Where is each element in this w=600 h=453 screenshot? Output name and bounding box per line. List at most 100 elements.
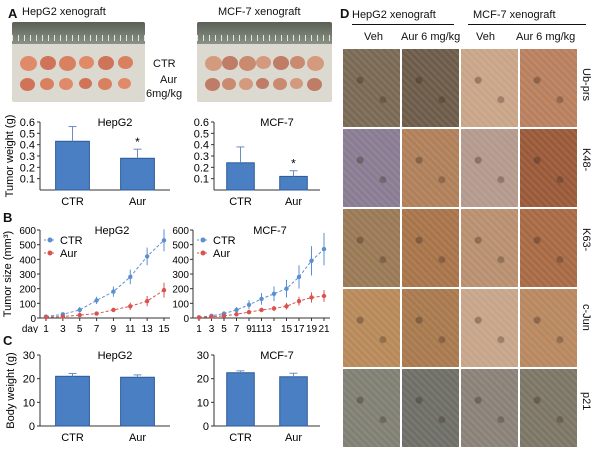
- data-point: [271, 291, 277, 296]
- photo-hepg2-title: HepG2 xenograft: [22, 6, 106, 18]
- ihc-tile: [342, 288, 401, 368]
- panel-b-letter: B: [3, 210, 13, 225]
- x-tick-label: 3: [209, 324, 215, 333]
- x-tick-label: 15: [281, 324, 293, 333]
- ihc-tile: [342, 368, 401, 448]
- data-point: [246, 309, 252, 315]
- legend-label: CTR: [213, 235, 236, 247]
- tumor-sample: [273, 56, 289, 70]
- col-label-2: Aur 6 mg/kg: [401, 31, 461, 43]
- y-tick-label: 20: [23, 374, 35, 386]
- y-tick-label: 400: [19, 255, 36, 266]
- ruler: [197, 22, 332, 44]
- ihc-tile: [519, 288, 578, 368]
- ihc-tile: [519, 368, 578, 448]
- group-hepg2-line: [352, 24, 454, 25]
- panel-d-letter: D: [340, 6, 350, 21]
- data-point: [221, 313, 227, 318]
- x-tick-label: CTR: [61, 432, 84, 444]
- x-tick-label: CTR: [229, 432, 252, 444]
- x-tick-label: 9: [111, 324, 117, 333]
- y-tick-label: 0.1: [20, 174, 35, 186]
- bar: [226, 372, 255, 427]
- x-tick-label: 17: [293, 324, 305, 333]
- y-tick-label: 200: [19, 285, 36, 296]
- y-tick-label: 600: [172, 226, 189, 237]
- bar: [55, 375, 90, 427]
- y-tick-label: 200: [172, 285, 189, 296]
- y-tick-label: 300: [19, 270, 36, 281]
- y-tick-label: 100: [19, 299, 36, 310]
- data-point: [209, 314, 214, 320]
- ihc-tile: [460, 128, 519, 208]
- ihc-tile: [460, 288, 519, 368]
- ihc-tile: [342, 208, 401, 288]
- bar: [279, 175, 308, 191]
- tumor-sample: [205, 56, 222, 71]
- tumor-sample: [307, 56, 324, 71]
- y-tick-label: 0.5: [20, 128, 35, 140]
- data-point: [144, 254, 150, 259]
- data-point: [271, 306, 277, 311]
- data-point: [111, 307, 116, 313]
- x-axis-prefix: day: [22, 324, 38, 333]
- y-tick-label: 0.5: [194, 128, 209, 140]
- hepg2-body-weight-chart: 0 10 20 30 HepG2 Body weight (g) CTR Aur: [5, 350, 170, 444]
- ihc-tile: [401, 208, 460, 288]
- y-tick-label: 100: [172, 299, 189, 310]
- row-label-dose: 6mg/kg: [146, 88, 183, 100]
- x-tick-label: 3: [60, 324, 66, 333]
- ihc-tile: [401, 288, 460, 368]
- tumor-sample: [239, 56, 256, 71]
- y-tick-label: 0.6: [20, 117, 35, 129]
- group-mcf7-line: [468, 24, 586, 25]
- legend-label: Aur: [213, 248, 230, 260]
- x-tick-label: 13: [142, 324, 154, 333]
- x-tick-label: 5: [221, 324, 227, 333]
- ihc-tile: [460, 368, 519, 448]
- y-tick-label: 0: [30, 314, 36, 325]
- y-axis-label: Body weight (g): [5, 352, 17, 428]
- panel-a-letter: A: [8, 6, 18, 21]
- series-line: [198, 295, 325, 319]
- ihc-tile: [519, 48, 578, 128]
- tumor-sample: [290, 56, 305, 69]
- y-tick-label: 0.3: [194, 151, 209, 163]
- x-tick-label: 7: [94, 324, 100, 333]
- data-point: [321, 293, 327, 299]
- row-label-k48: K48-: [580, 148, 592, 172]
- y-tick-label: 500: [19, 241, 36, 252]
- y-tick-label: 0: [203, 421, 209, 433]
- chart-title: MCF-7: [260, 117, 294, 129]
- row-label-cjun: c-Jun: [580, 304, 592, 331]
- tumor-sample: [78, 78, 92, 89]
- tumor-sample: [98, 78, 112, 90]
- col-label-4: Aur 6 mg/kg: [516, 31, 576, 43]
- data-point: [321, 246, 327, 252]
- chart-title: HepG2: [95, 225, 130, 237]
- y-tick-label: 0: [29, 421, 35, 433]
- col-label-1: Veh: [364, 31, 383, 43]
- y-tick-label: 0.1: [194, 174, 209, 186]
- x-tick-label: Aur: [285, 196, 302, 208]
- group-mcf7-label: MCF-7 xenograft: [473, 9, 556, 21]
- tumor-sample: [39, 56, 56, 70]
- ihc-tile: [342, 128, 401, 208]
- data-point: [296, 298, 302, 304]
- tumor-sample: [20, 78, 35, 91]
- row-label-ub: Ub-prs: [580, 68, 592, 102]
- data-point: [144, 298, 150, 304]
- group-hepg2-label: HepG2 xenograft: [352, 9, 436, 21]
- mcf7-tumor-size-chart: 0 100 200 300 400 500 600 1 3 5 7 9 1113 15 17 19 21 MCF-…: [172, 225, 330, 333]
- row-label-p21: p21: [580, 392, 592, 411]
- x-tick-label: 1113: [251, 324, 272, 333]
- y-tick-label: 0.4: [194, 140, 209, 152]
- ruler: [12, 22, 145, 44]
- chart-title: HepG2: [98, 350, 133, 362]
- ihc-tile: [519, 208, 578, 288]
- y-tick-label: 10: [23, 397, 35, 409]
- ihc-tile: [401, 48, 460, 128]
- data-point: [77, 312, 82, 318]
- row-label-ctr: CTR: [153, 58, 176, 70]
- tumor-sample: [117, 78, 131, 89]
